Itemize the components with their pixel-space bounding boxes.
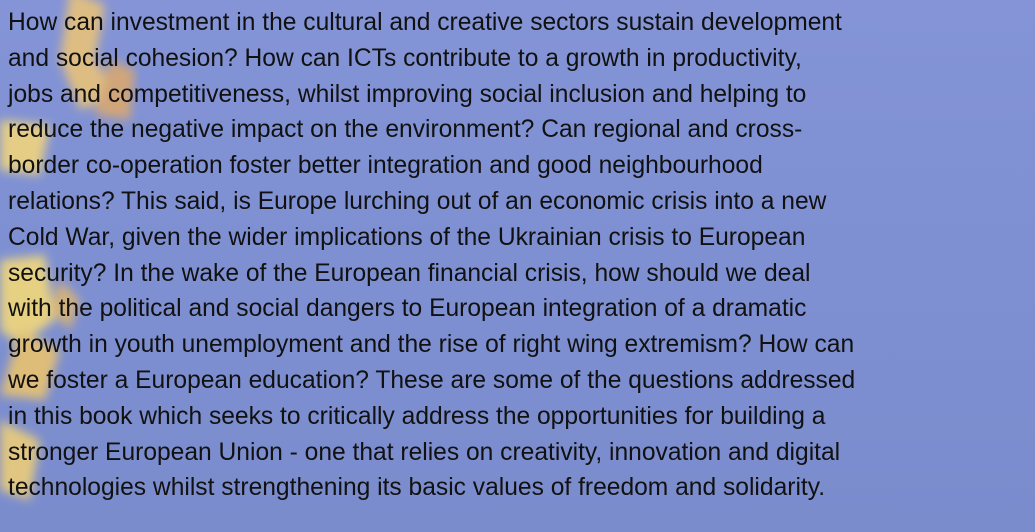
text-line: growth in youth unemployment and the ris…	[8, 331, 855, 359]
text-line: technologies whilst strengthening its ba…	[8, 474, 826, 502]
text-line: and social cohesion? How can ICTs contri…	[8, 44, 802, 72]
text-line: we foster a European education? These ar…	[8, 366, 856, 394]
text-line: Cold War, given the wider implications o…	[8, 223, 806, 251]
text-line: with the political and social dangers to…	[8, 295, 807, 323]
text-line: jobs and competitiveness, whilst improvi…	[8, 80, 807, 108]
text-line: stronger European Union - one that relie…	[8, 438, 841, 466]
text-line: in this book which seeks to critically a…	[8, 402, 826, 430]
body-text: How can investment in the cultural and c…	[8, 5, 855, 506]
star-decoration	[0, 0, 135, 500]
text-line: security? In the wake of the European fi…	[8, 259, 811, 287]
text-line: border co-operation foster better integr…	[8, 152, 763, 180]
text-line: How can investment in the cultural and c…	[8, 9, 842, 36]
text-line: reduce the negative impact on the enviro…	[8, 116, 803, 144]
text-line: relations? This said, is Europe lurching…	[8, 187, 827, 215]
